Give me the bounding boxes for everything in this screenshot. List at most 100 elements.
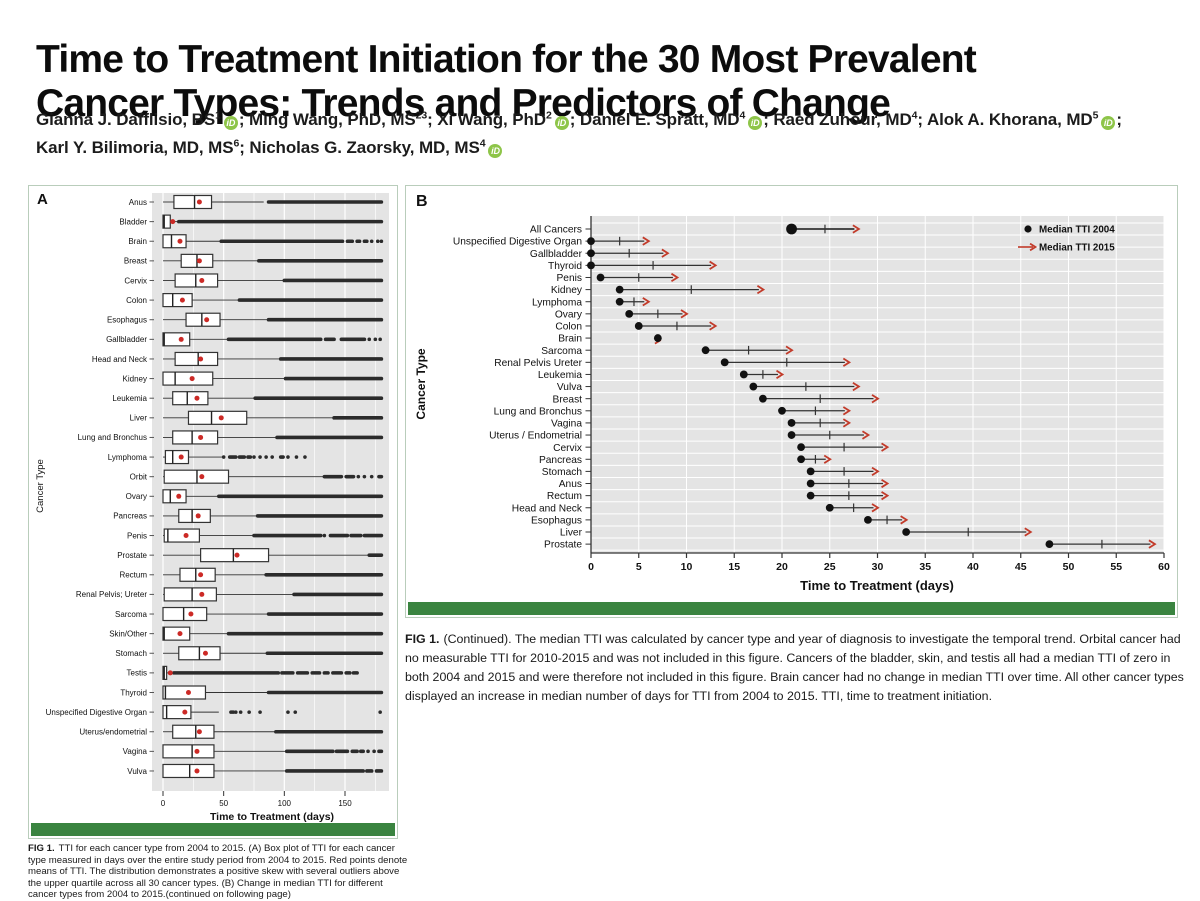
panel-b-label: B	[416, 193, 428, 210]
svg-text:Liver: Liver	[130, 414, 148, 423]
svg-text:150: 150	[338, 799, 352, 808]
svg-text:Kidney: Kidney	[551, 285, 583, 296]
svg-text:Rectum: Rectum	[547, 491, 582, 502]
boxplot-chart: Anus Bladder Brain Breast Cervix Colon Esophag…	[35, 193, 389, 823]
svg-text:Lung and Bronchus: Lung and Bronchus	[494, 406, 582, 417]
figure-caption-a-text: TTI for each cancer type from 2004 to 20…	[28, 843, 408, 900]
author-name: Gianna J. Dafflisio, BS1	[36, 109, 221, 129]
svg-text:Colon: Colon	[555, 322, 582, 333]
author-name: Raed Zuhour, MD4	[773, 109, 918, 129]
svg-text:Esophagus: Esophagus	[531, 515, 582, 526]
author-name: Ming Wang, PhD, MS23	[249, 109, 428, 129]
svg-text:Penis: Penis	[127, 531, 147, 540]
svg-text:Cervix: Cervix	[553, 443, 582, 454]
svg-text:Thyroid: Thyroid	[548, 261, 582, 272]
svg-text:Renal Pelvis Ureter: Renal Pelvis Ureter	[494, 358, 582, 369]
svg-text:100: 100	[278, 799, 292, 808]
svg-text:Brain: Brain	[558, 334, 582, 345]
svg-text:All Cancers: All Cancers	[530, 225, 582, 236]
svg-text:Vulva: Vulva	[557, 382, 582, 393]
svg-text:Gallbladder: Gallbladder	[530, 249, 583, 260]
svg-text:Skin/Other: Skin/Other	[109, 629, 147, 638]
figure-caption-b-text: (Continued). The median TTI was calculat…	[405, 632, 1184, 703]
author-name: Xi Wang, PhD2	[437, 109, 552, 129]
svg-text:Unspecified Digestive Organ: Unspecified Digestive Organ	[453, 237, 582, 248]
svg-text:Pancreas: Pancreas	[113, 512, 147, 521]
svg-text:Pancreas: Pancreas	[539, 455, 582, 466]
svg-text:Breast: Breast	[553, 394, 583, 405]
svg-text:60: 60	[1158, 561, 1170, 573]
panel-a-green-bar	[31, 823, 395, 836]
svg-text:Lymphoma: Lymphoma	[108, 453, 148, 462]
svg-text:Anus: Anus	[129, 198, 147, 207]
svg-text:55: 55	[1110, 561, 1122, 573]
panel-b-green-bar	[408, 602, 1175, 615]
svg-text:Leukemia: Leukemia	[538, 370, 583, 381]
svg-text:Stomach: Stomach	[115, 649, 147, 658]
svg-text:45: 45	[1015, 561, 1027, 573]
svg-text:Uterus/endometrial: Uterus/endometrial	[79, 728, 147, 737]
svg-text:Ovary: Ovary	[555, 309, 583, 320]
svg-text:Sarcoma: Sarcoma	[115, 610, 148, 619]
svg-text:Sarcoma: Sarcoma	[541, 346, 582, 357]
panel-a-label: A	[37, 191, 48, 208]
panel-a-boxplot: A Anus Bladder Brain Breast Cervix Colon Esoph…	[28, 185, 398, 839]
svg-text:Unspecified Digestive Organ: Unspecified Digestive Organ	[46, 708, 147, 717]
svg-text:Orbit: Orbit	[130, 472, 148, 481]
svg-text:15: 15	[728, 561, 740, 573]
orcid-icon[interactable]: iD	[748, 116, 763, 130]
orcid-icon[interactable]: iD	[223, 116, 238, 130]
svg-text:Time to Treatment (days): Time to Treatment (days)	[210, 811, 334, 823]
svg-text:Penis: Penis	[557, 273, 582, 284]
svg-text:20: 20	[776, 561, 788, 573]
svg-text:50: 50	[1063, 561, 1075, 573]
svg-text:Median TTI 2015: Median TTI 2015	[1039, 243, 1115, 254]
svg-text:10: 10	[681, 561, 693, 573]
page-title-line2: Cancer Types: Trends and Predictors of C…	[36, 81, 891, 125]
svg-text:Vulva: Vulva	[127, 767, 147, 776]
svg-text:Gallbladder: Gallbladder	[106, 335, 147, 344]
svg-text:Lymphoma: Lymphoma	[532, 297, 582, 308]
svg-text:Leukemia: Leukemia	[112, 394, 147, 403]
svg-text:Cancer Type: Cancer Type	[35, 459, 46, 513]
svg-text:Prostate: Prostate	[544, 540, 582, 551]
svg-text:Renal Pelvis; Ureter: Renal Pelvis; Ureter	[76, 590, 147, 599]
svg-text:Ovary: Ovary	[126, 492, 147, 501]
svg-text:35: 35	[919, 561, 931, 573]
svg-text:Cervix: Cervix	[124, 276, 147, 285]
svg-text:25: 25	[824, 561, 836, 573]
page-title: Time to Treatment Initiation for the 30 …	[36, 38, 1176, 125]
svg-text:5: 5	[636, 561, 642, 573]
svg-text:Vagina: Vagina	[123, 747, 148, 756]
svg-text:Vagina: Vagina	[551, 419, 582, 430]
svg-text:Liver: Liver	[560, 528, 583, 539]
figure-caption-a: FIG 1. TTI for each cancer type from 2004…	[28, 843, 408, 901]
svg-text:30: 30	[872, 561, 884, 573]
figure-caption-b-lead: FIG 1.	[405, 632, 440, 646]
author-name: Daniel E. Spratt, MD4	[579, 109, 746, 129]
svg-text:Bladder: Bladder	[119, 217, 147, 226]
orcid-icon[interactable]: iD	[488, 144, 503, 159]
figure-caption-b: FIG 1. (Continued). The median TTI was ca…	[405, 630, 1197, 705]
author-name: Alok A. Khorana, MD5	[926, 109, 1099, 129]
panel-b-dumbbell: B All Cancers Unspecified Digestive Organ…	[405, 185, 1178, 618]
svg-text:40: 40	[967, 561, 979, 573]
svg-text:Rectum: Rectum	[119, 571, 147, 580]
author-name: Nicholas G. Zaorsky, MD, MS4	[249, 137, 486, 158]
author-name: Karl Y. Bilimoria, MD, MS6	[36, 137, 240, 158]
svg-text:Brain: Brain	[128, 237, 147, 246]
svg-text:Kidney: Kidney	[123, 374, 147, 383]
svg-text:Head and Neck: Head and Neck	[92, 355, 148, 364]
svg-text:0: 0	[588, 561, 594, 573]
author-list: Gianna J. Dafflisio, BS1iD; Ming Wang, P…	[36, 109, 1122, 159]
svg-text:50: 50	[219, 799, 228, 808]
svg-text:Cancer Type: Cancer Type	[414, 348, 428, 419]
orcid-icon[interactable]: iD	[1101, 116, 1116, 130]
svg-text:0: 0	[161, 799, 166, 808]
svg-text:Esophagus: Esophagus	[107, 316, 147, 325]
svg-text:Lung and Bronchus: Lung and Bronchus	[78, 433, 147, 442]
figure-caption-a-lead: FIG 1.	[28, 843, 55, 854]
orcid-icon[interactable]: iD	[554, 116, 569, 130]
svg-text:Breast: Breast	[124, 257, 148, 266]
